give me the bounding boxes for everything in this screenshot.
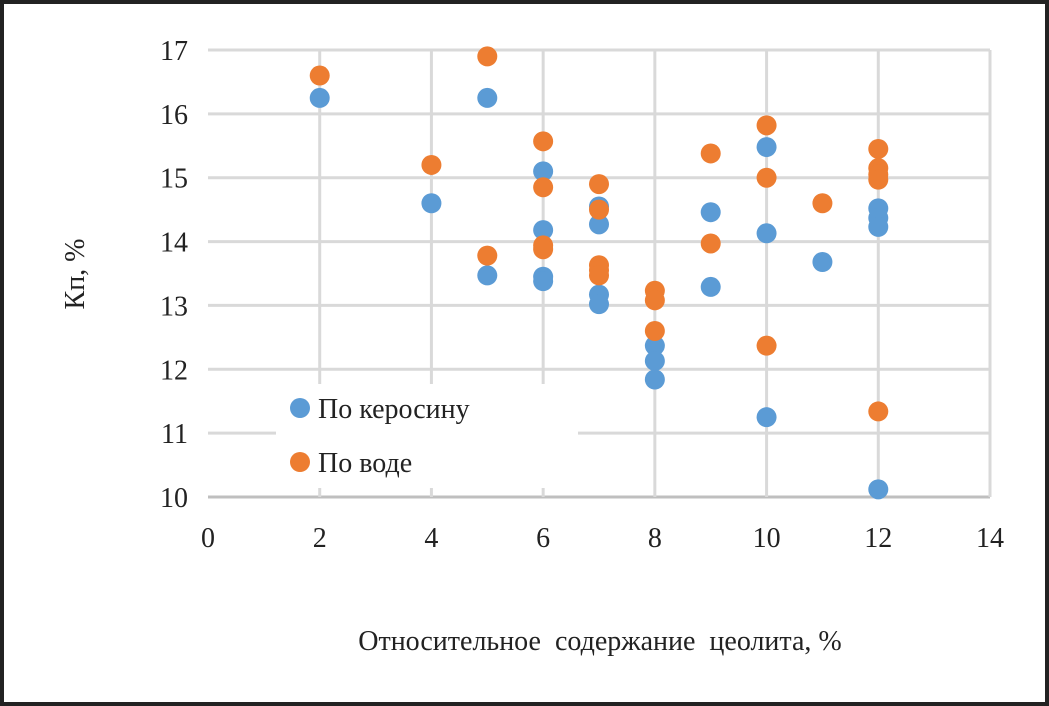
y-tick-label: 16 — [160, 100, 188, 131]
legend: По керосину По воде — [276, 384, 578, 488]
legend-marker-water — [290, 452, 310, 472]
x-tick-label: 8 — [648, 523, 662, 554]
point-kerosene — [533, 271, 554, 292]
legend-background — [276, 384, 578, 488]
point-kerosene — [756, 407, 777, 428]
point-kerosene — [421, 193, 442, 214]
x-tick-label: 2 — [313, 523, 327, 554]
point-kerosene — [589, 214, 609, 235]
point-kerosene — [309, 87, 330, 108]
point-water — [477, 46, 498, 67]
legend-marker-kerosene — [290, 398, 310, 418]
x-tick-label: 6 — [536, 523, 550, 554]
point-kerosene — [589, 294, 609, 315]
point-water — [700, 233, 721, 254]
point-kerosene — [644, 350, 665, 371]
scatter-chart: 10 11 12 13 14 15 16 17 0 2 4 6 8 10 12 14 По керосину … — [60, 36, 1004, 657]
point-water — [868, 138, 889, 159]
point-water — [812, 193, 833, 214]
point-kerosene — [868, 479, 889, 500]
point-kerosene — [644, 335, 665, 356]
point-water — [756, 115, 777, 136]
x-tick-label: 0 — [201, 523, 215, 554]
point-water — [644, 320, 665, 341]
y-tick-label: 13 — [160, 291, 188, 322]
point-water — [868, 169, 889, 190]
point-kerosene — [533, 161, 554, 182]
point-kerosene — [756, 223, 777, 244]
point-water — [756, 167, 777, 188]
point-kerosene — [477, 87, 498, 108]
point-water — [868, 401, 889, 422]
y-axis-label: Кп, % — [60, 239, 91, 310]
point-water — [533, 131, 554, 152]
point-kerosene — [477, 265, 498, 286]
legend-label-water: По воде — [318, 448, 412, 479]
legend-label-kerosene: По керосину — [318, 394, 470, 425]
x-tick-label: 12 — [864, 523, 892, 554]
point-kerosene — [533, 220, 554, 241]
y-tick-label: 11 — [161, 419, 188, 450]
x-tick-label: 14 — [976, 523, 1004, 554]
point-water — [756, 335, 777, 356]
y-tick-label: 14 — [160, 228, 188, 259]
point-water — [533, 239, 554, 260]
point-water — [589, 174, 609, 195]
point-water — [589, 199, 609, 220]
point-kerosene — [700, 202, 721, 223]
point-water — [700, 143, 721, 164]
x-tick-label: 4 — [424, 523, 438, 554]
x-axis-label: Относительное содержание цеолита, % — [358, 626, 842, 657]
x-tick-label: 10 — [753, 523, 781, 554]
point-kerosene — [756, 137, 777, 158]
y-tick-label: 15 — [160, 164, 188, 195]
point-kerosene — [868, 216, 889, 237]
point-water — [533, 177, 554, 198]
point-kerosene — [812, 252, 833, 273]
point-kerosene — [644, 369, 665, 390]
y-tick-label: 10 — [160, 483, 188, 514]
point-water — [477, 245, 498, 266]
point-kerosene — [700, 276, 721, 297]
point-water — [421, 154, 442, 175]
point-water — [644, 290, 665, 311]
point-water — [309, 65, 330, 86]
y-tick-label: 17 — [160, 36, 188, 67]
point-water — [589, 265, 609, 286]
y-tick-label: 12 — [160, 355, 188, 386]
